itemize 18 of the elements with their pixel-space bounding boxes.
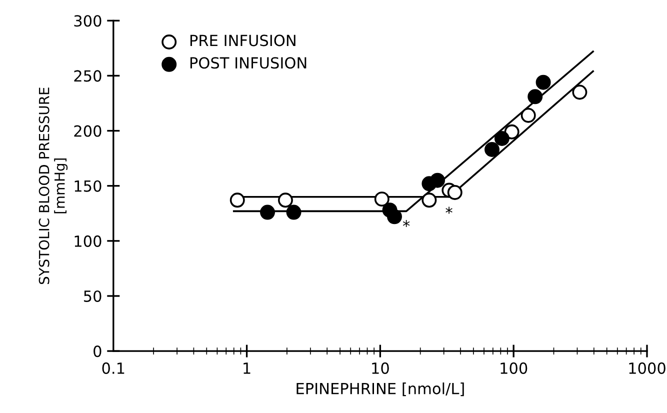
y-tick-label: 300 xyxy=(74,15,102,27)
x-tick-label: 0.1 xyxy=(102,362,124,374)
legend-label: PRE INFUSION xyxy=(190,34,296,46)
legend-label: POST INFUSION xyxy=(190,57,306,69)
annotation: * xyxy=(446,206,452,214)
x-tick-label: 1000 xyxy=(629,362,666,374)
x-axis-title: EPINEPHRINE [nmol/L] xyxy=(296,382,464,396)
y-tick-label: 200 xyxy=(74,125,102,137)
x-tick-label: 100 xyxy=(500,362,528,374)
y-tick-label: 150 xyxy=(74,180,102,192)
y-tick-label: 100 xyxy=(74,235,102,247)
y-tick-label: 50 xyxy=(84,290,102,302)
y-tick-label: 0 xyxy=(94,346,102,358)
annotation: * xyxy=(402,220,410,227)
y-axis-title: SYSTOLIC BLOOD PRESSURE [mmHg] xyxy=(38,88,68,284)
x-tick-label: 10 xyxy=(372,362,389,374)
y-tick-label: 250 xyxy=(74,70,102,82)
x-tick-label: 1 xyxy=(244,362,250,374)
